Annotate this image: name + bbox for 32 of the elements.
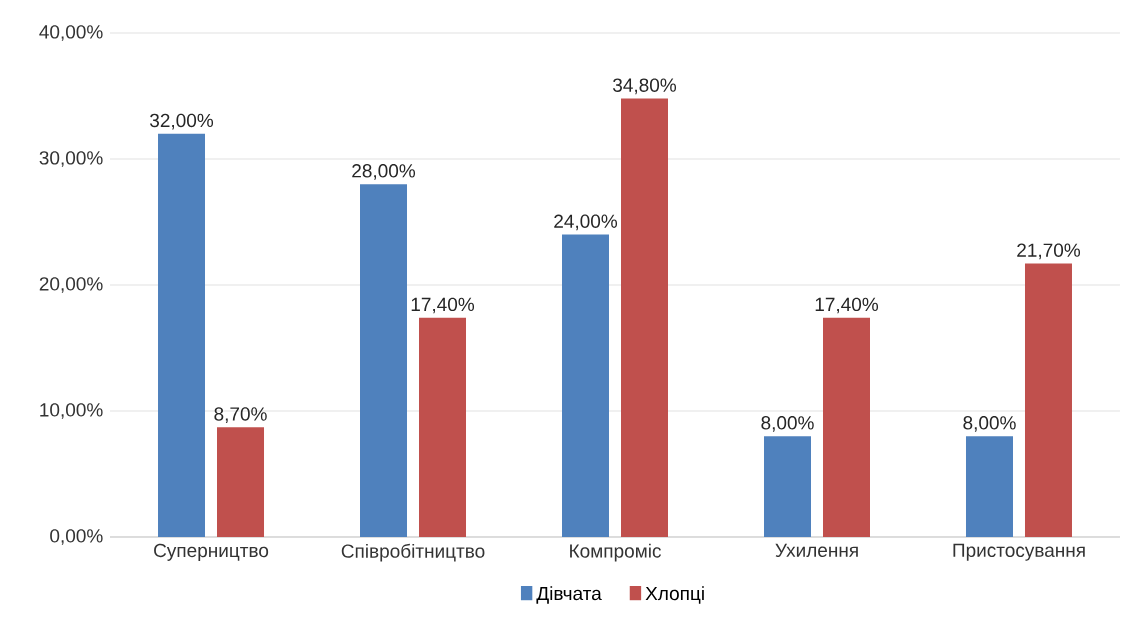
data-label: 24,00% bbox=[554, 214, 618, 231]
data-label: 8,00% bbox=[963, 416, 1016, 432]
x-tick-label: Пристосування bbox=[953, 543, 1085, 561]
bar bbox=[419, 317, 467, 537]
legend-label: Хлопці bbox=[645, 586, 704, 604]
x-tick-label: Співробітництво bbox=[341, 543, 485, 562]
legend-label: Дівчата bbox=[536, 586, 602, 604]
bar bbox=[360, 184, 408, 537]
x-tick-label: Ухилення bbox=[775, 543, 858, 557]
y-tick-label: 40,00% bbox=[39, 25, 103, 41]
data-label: 17,40% bbox=[411, 297, 475, 314]
data-label: 28,00% bbox=[352, 164, 416, 180]
bar bbox=[562, 234, 609, 537]
data-label: 8,00% bbox=[761, 416, 814, 432]
data-label: 21,70% bbox=[1017, 243, 1081, 260]
data-label: 8,70% bbox=[214, 407, 267, 423]
bar bbox=[764, 436, 811, 537]
y-tick-label: 30,00% bbox=[39, 151, 103, 167]
y-tick-label: 0,00% bbox=[50, 529, 103, 545]
x-tick-label: Компроміс bbox=[570, 543, 661, 562]
bar bbox=[1025, 263, 1072, 537]
data-label: 34,80% bbox=[613, 78, 677, 95]
bar bbox=[158, 133, 206, 537]
data-label: 17,40% bbox=[815, 297, 879, 314]
bar bbox=[966, 436, 1013, 537]
y-tick-label: 10,00% bbox=[40, 403, 103, 419]
y-tick-label: 20,00% bbox=[39, 277, 103, 293]
bar bbox=[823, 317, 870, 537]
bar bbox=[217, 427, 265, 537]
data-label: 32,00% bbox=[150, 113, 214, 130]
bar bbox=[621, 98, 668, 537]
x-tick-label: Суперництво bbox=[154, 543, 269, 561]
